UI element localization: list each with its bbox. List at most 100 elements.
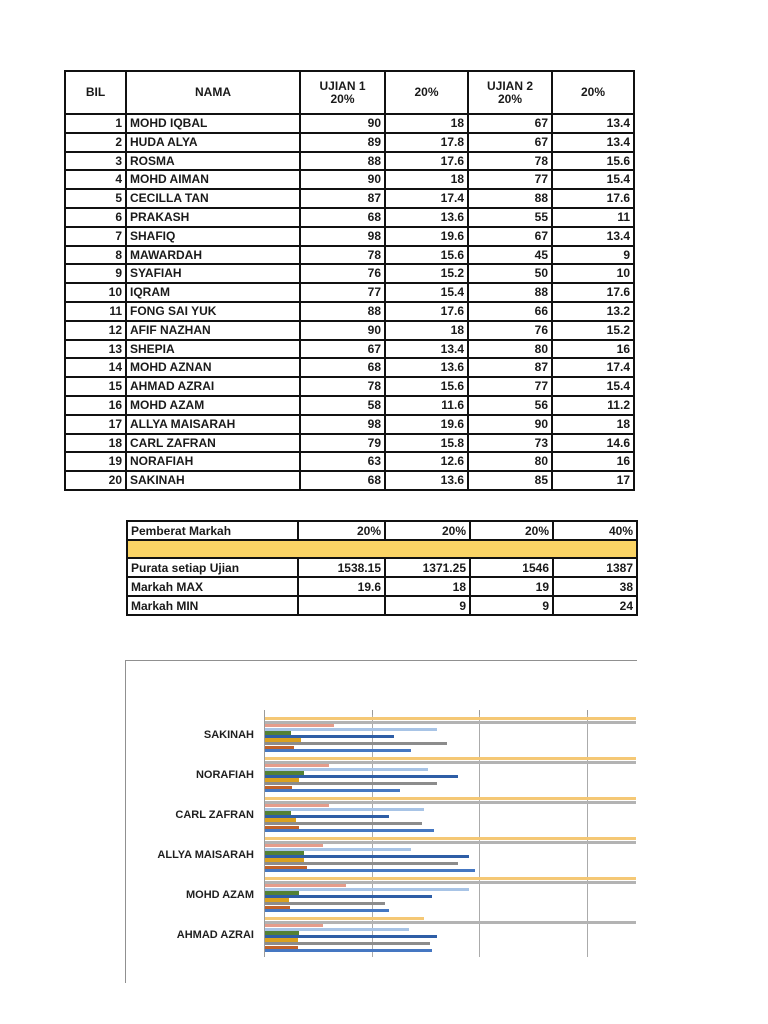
cell-mark: 18 (384, 113, 469, 134)
bar-gray (265, 942, 431, 946)
summary-value: 20% (469, 520, 554, 541)
cell-mark: 80 (467, 451, 553, 473)
cell-mark: 77 (299, 282, 386, 303)
cell-nama: MOHD IQBAL (125, 113, 301, 134)
cell-mark: 77 (467, 169, 553, 191)
cell-nama: PRAKASH (125, 206, 301, 228)
table-row: 13 SHEPIA 67 13.4 80 16 (64, 338, 635, 360)
cell-mark: 88 (299, 300, 386, 322)
summary-value: 20% (297, 520, 386, 541)
cell-nama: MAWARDAH (125, 244, 301, 266)
summary-row: Markah MAX 19.6 18 19 38 (126, 576, 638, 597)
bar-light-gray (265, 720, 636, 724)
cell-mark: 73 (467, 432, 553, 454)
bar-tan (265, 717, 636, 721)
cell-bil: 19 (64, 451, 127, 473)
cell-bil: 5 (64, 188, 127, 209)
cell-mark: 77 (467, 376, 553, 397)
cell-bil: 7 (64, 225, 127, 247)
bar-group (265, 877, 636, 913)
header-ujian2-title: UJIAN 2 (486, 78, 533, 93)
header-pct1: 20% (384, 70, 469, 115)
bar-salmon (265, 844, 323, 848)
gridline (372, 714, 373, 957)
bar-group (265, 757, 636, 793)
bar-tan (265, 797, 636, 801)
summary-row: Markah MIN 9 9 24 (126, 595, 638, 616)
summary-row (126, 539, 638, 559)
bar-dark-blue (265, 774, 458, 779)
cell-bil: 10 (64, 282, 127, 303)
bar-green (265, 931, 300, 935)
cell-mark: 17.6 (384, 300, 469, 322)
cell-mark: 15.4 (384, 282, 469, 303)
cell-mark: 90 (467, 413, 553, 435)
cell-bil: 20 (64, 470, 127, 491)
summary-value: 40% (552, 520, 638, 541)
marks-table-header-row: BIL NAMA UJIAN 1 20% 20% UJIAN 2 20% 20% (64, 70, 635, 115)
cell-mark: 85 (467, 470, 553, 491)
category-label: NORAFIAH (195, 769, 254, 781)
axis-tick (479, 710, 480, 715)
cell-mark: 14.6 (551, 432, 635, 454)
bar-orange (265, 785, 293, 789)
cell-mark: 79 (299, 432, 386, 454)
cell-nama: FONG SAI YUK (125, 300, 301, 322)
cell-mark: 17.4 (551, 357, 635, 379)
summary-label: Markah MAX (126, 576, 299, 597)
header-pct2: 20% (551, 70, 635, 115)
cell-mark: 76 (299, 263, 386, 285)
bar-green (265, 731, 291, 735)
bar-light-gray (265, 760, 636, 764)
cell-mark: 13.2 (551, 300, 635, 322)
cell-mark: 78 (299, 376, 386, 397)
header-ujian1: UJIAN 1 20% (299, 70, 386, 115)
header-ujian2-weight: 20% (497, 91, 523, 106)
cell-bil: 1 (64, 113, 127, 134)
cell-mark: 13.6 (384, 357, 469, 379)
cell-mark: 15.4 (551, 169, 635, 191)
table-row: 17 ALLYA MAISARAH 98 19.6 90 18 (64, 413, 635, 435)
cell-mark: 88 (467, 188, 553, 209)
summary-value: 1371.25 (384, 557, 471, 578)
bar-light-gray (265, 800, 636, 804)
summary-value: 19.6 (297, 576, 386, 597)
cell-nama: SYAFIAH (125, 263, 301, 285)
cell-mark: 15.6 (384, 244, 469, 266)
cell-mark: 88 (467, 282, 553, 303)
cell-mark: 78 (299, 244, 386, 266)
cell-mark: 13.4 (551, 225, 635, 247)
summary-label: Pemberat Markah (126, 520, 299, 541)
bar-blue (265, 749, 411, 753)
cell-mark: 11.6 (384, 394, 469, 416)
bar-blue (265, 789, 401, 793)
cell-mark: 17.6 (551, 188, 635, 209)
bar-orange (265, 905, 290, 909)
cell-mark: 67 (467, 113, 553, 134)
bar-green (265, 771, 304, 775)
cell-mark: 66 (467, 300, 553, 322)
bar-tan (265, 917, 424, 921)
table-row: 9 SYAFIAH 76 15.2 50 10 (64, 263, 635, 285)
bar-gold (265, 738, 302, 742)
cell-mark: 80 (467, 338, 553, 360)
summary-table-body: Pemberat Markah 20% 20% 20% 40% Purata setiap… (126, 520, 638, 616)
bar-orange (265, 865, 308, 869)
cell-mark: 10 (551, 263, 635, 285)
table-row: 19 NORAFIAH 63 12.6 80 16 (64, 451, 635, 473)
gridline (587, 714, 588, 957)
bar-gold (265, 938, 299, 942)
cell-nama: MOHD AZAM (125, 394, 301, 416)
cell-mark: 13.4 (551, 131, 635, 153)
cell-bil: 9 (64, 263, 127, 285)
summary-value: 9 (384, 595, 471, 616)
cell-mark: 68 (299, 357, 386, 379)
bar-dark-blue (265, 814, 390, 819)
bar-chart: SAKINAH NORAFIAH CARL ZAFRAN ALLYA MAISARAH… (125, 660, 637, 983)
category-label: CARL ZAFRAN (175, 809, 254, 821)
header-bil: BIL (64, 70, 127, 115)
bar-blue (265, 829, 435, 833)
cell-mark: 98 (299, 225, 386, 247)
table-row: 20 SAKINAH 68 13.6 85 17 (64, 470, 635, 491)
summary-value: 24 (552, 595, 638, 616)
